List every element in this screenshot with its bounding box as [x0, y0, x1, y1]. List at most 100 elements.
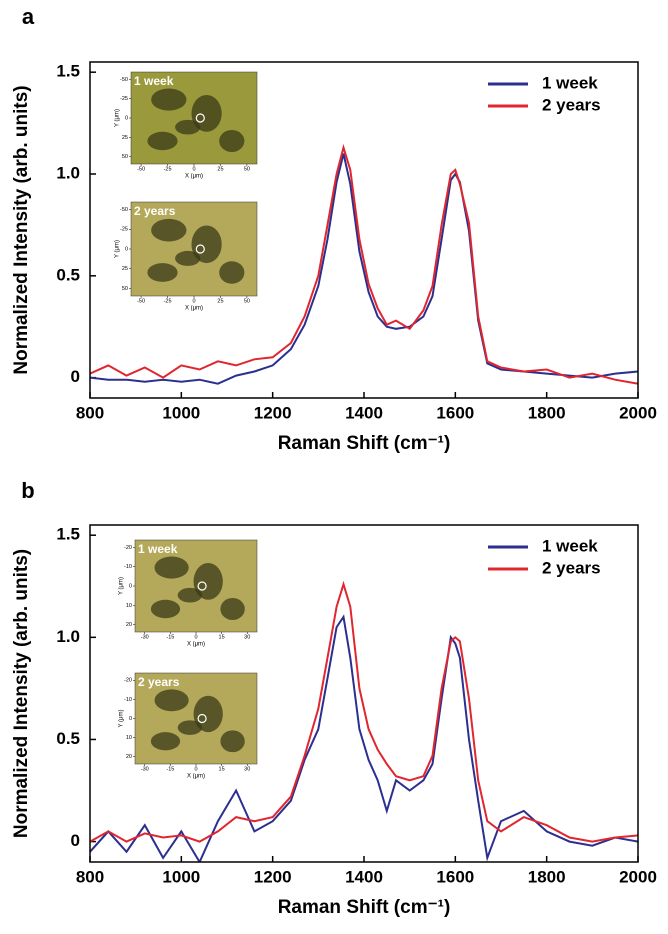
inset-y-tick-label: -20: [124, 678, 132, 684]
inset-blob: [151, 218, 187, 242]
inset-label: 2 years: [138, 675, 180, 689]
inset-x-label: X (μm): [187, 642, 205, 648]
inset-x-tick-label: 15: [219, 634, 225, 640]
inset-y-tick-label: -20: [124, 545, 132, 551]
x-tick-label: 1800: [528, 867, 566, 886]
inset-y-tick-label: 25: [122, 135, 128, 141]
inset-y-tick-label: 0: [129, 716, 132, 722]
inset-x-tick-label: -50: [137, 298, 145, 304]
x-tick-label: 1000: [162, 867, 200, 886]
inset-blob: [147, 263, 178, 282]
inset-marker: [197, 581, 207, 591]
inset-x-label: X (μm): [185, 174, 203, 180]
inset-x-tick-label: -50: [137, 166, 145, 172]
inset-marker: [197, 713, 207, 724]
y-tick-label: 0.5: [56, 729, 80, 748]
inset-y-tick-label: -50: [120, 207, 128, 213]
inset-blob: [219, 129, 245, 153]
inset-blob: [193, 695, 223, 733]
inset-y-tick-label: 10: [126, 735, 132, 741]
inset-blob: [175, 250, 201, 266]
inset-y-tick-label: 10: [126, 603, 132, 609]
inset-x-tick-label: 0: [194, 766, 197, 772]
legend-label: 2 years: [542, 558, 601, 577]
x-tick-label: 1200: [254, 403, 292, 422]
inset-x-tick-label: 30: [244, 634, 250, 640]
y-tick-label: 1.5: [56, 525, 80, 544]
inset-x-tick-label: -25: [164, 298, 172, 304]
inset-blob: [191, 95, 222, 132]
inset-x-tick-label: 0: [194, 634, 197, 640]
x-axis-label: Raman Shift (cm⁻¹): [278, 897, 451, 918]
y-axis-label: Normalized Intensity (arb. units): [11, 85, 32, 374]
inset-x-tick-label: -30: [141, 766, 149, 772]
inset-blob: [154, 689, 189, 712]
inset-y-tick-label: 0: [125, 115, 128, 121]
x-tick-label: 1600: [436, 403, 474, 422]
x-tick-label: 2000: [619, 403, 657, 422]
inset-blob: [191, 225, 222, 264]
inset-blob: [150, 599, 181, 619]
inset-y-tick-label: 20: [126, 622, 132, 628]
inset-y-label: Y (μm): [119, 709, 125, 727]
inset-x-tick-label: -25: [164, 166, 172, 172]
inset-blob: [220, 730, 245, 753]
y-tick-label: 0: [71, 367, 80, 386]
inset-blob: [219, 261, 245, 284]
inset-y-tick-label: 50: [122, 154, 128, 160]
inset-x-tick-label: 0: [192, 166, 195, 172]
y-tick-label: 1.0: [56, 627, 80, 646]
inset-blob: [193, 563, 223, 600]
line-series: [90, 580, 638, 843]
inset-marker: [195, 244, 205, 254]
x-tick-label: 1200: [254, 867, 292, 886]
inset-x-tick-label: 0: [192, 298, 195, 304]
inset-y-tick-label: -50: [120, 77, 128, 83]
line-series: [90, 153, 638, 385]
inset-label: 1 week: [134, 74, 174, 88]
inset-x-tick-label: -15: [166, 634, 174, 640]
inset-y-label: Y (μm): [115, 240, 121, 258]
inset-y-tick-label: 0: [129, 583, 132, 589]
inset-y-tick-label: 20: [126, 754, 132, 760]
inset-marker: [195, 113, 205, 123]
plot-frame: [89, 524, 639, 863]
inset-y-tick-label: -10: [124, 564, 132, 570]
x-tick-label: 800: [76, 403, 104, 422]
inset-y-tick-label: -25: [120, 96, 128, 102]
inset-x-label: X (μm): [185, 306, 203, 312]
x-tick-label: 800: [76, 867, 104, 886]
inset-x-tick-label: 30: [244, 766, 250, 772]
inset-blob: [175, 119, 201, 135]
inset-blob: [147, 131, 178, 151]
inset-y-tick-label: -10: [124, 697, 132, 703]
legend-label: 2 years: [542, 95, 601, 114]
plot-frame: [89, 61, 639, 399]
y-tick-label: 0: [71, 831, 80, 850]
inset-x-tick-label: -30: [141, 634, 149, 640]
inset-x-tick-label: 15: [219, 766, 225, 772]
inset-x-tick-label: -15: [166, 766, 174, 772]
inset-x-tick-label: 25: [217, 298, 223, 304]
x-axis-label: Raman Shift (cm⁻¹): [278, 433, 451, 454]
x-tick-label: 1400: [345, 867, 383, 886]
y-axis-label: Normalized Intensity (arb. units): [11, 549, 32, 838]
x-tick-label: 1400: [345, 403, 383, 422]
inset-y-tick-label: 50: [122, 286, 128, 292]
inset-x-tick-label: 50: [244, 298, 250, 304]
y-tick-label: 1.0: [56, 163, 80, 182]
inset-x-tick-label: 50: [244, 166, 250, 172]
inset-y-tick-label: 0: [125, 246, 128, 252]
x-tick-label: 1600: [436, 867, 474, 886]
inset-label: 1 week: [138, 542, 178, 556]
inset-blob: [177, 720, 203, 735]
inset-y-label: Y (μm): [115, 109, 121, 127]
inset-blob: [177, 587, 203, 603]
y-tick-label: 0.5: [56, 265, 80, 284]
inset-x-label: X (μm): [187, 774, 205, 780]
inset-y-tick-label: 25: [122, 266, 128, 272]
y-tick-label: 1.5: [56, 62, 80, 81]
inset-label: 2 years: [134, 204, 176, 218]
inset-y-label: Y (μm): [119, 577, 125, 595]
inset-blob: [151, 88, 187, 111]
